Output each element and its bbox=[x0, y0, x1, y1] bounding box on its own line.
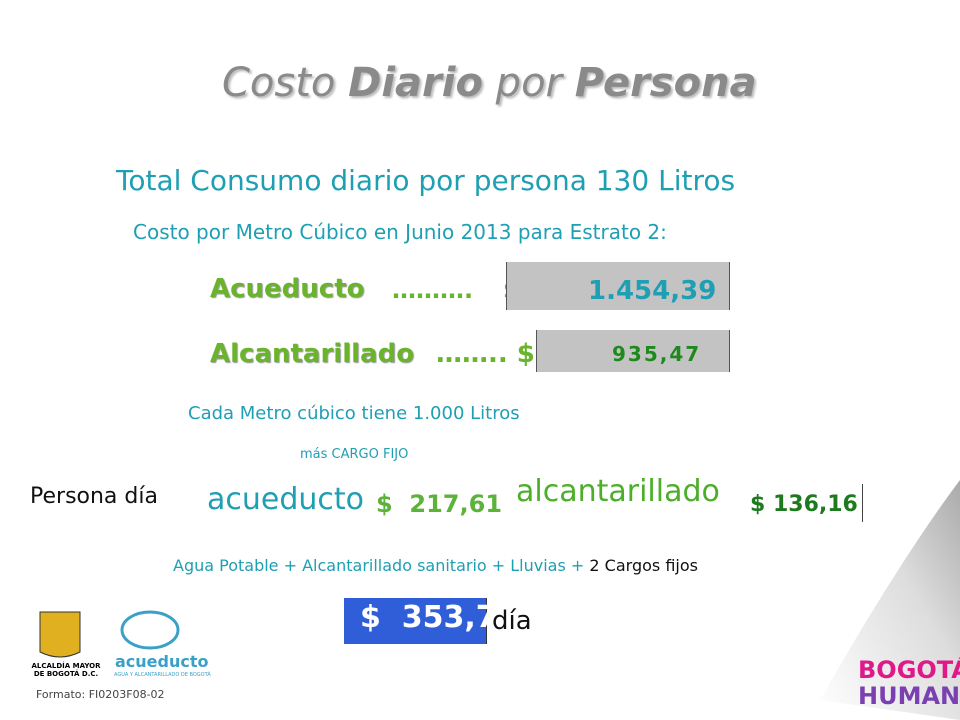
title-part: Costo bbox=[222, 60, 336, 106]
bogota: BOGOTÁ bbox=[858, 656, 960, 684]
title-part: por bbox=[495, 60, 562, 106]
slide-title: Costo Diario por Persona bbox=[222, 60, 757, 106]
alcantarillado-value: 935,47 bbox=[612, 342, 702, 366]
acueducto-logo bbox=[120, 610, 180, 650]
formato: Formato: FI0203F08-02 bbox=[36, 688, 165, 701]
acueducto-logo-text: acueducto bbox=[115, 652, 209, 671]
page-curl bbox=[820, 480, 960, 720]
dots: …….. $ bbox=[436, 339, 535, 369]
title-part: Diario bbox=[348, 60, 483, 106]
metro-litros: Cada Metro cúbico tiene 1.000 Litros bbox=[188, 403, 520, 424]
alcaldia-text: ALCALDÍA MAYOR DE BOGOTÁ D.C. bbox=[31, 662, 101, 678]
total-value: $ 353,77 bbox=[360, 600, 518, 635]
acueducto-sub: AGUA Y ALCANTARILLADO DE BOGOTÁ bbox=[114, 672, 211, 678]
formula-text: Agua Potable + Alcantarillado sanitario … bbox=[173, 556, 585, 575]
cargo-fijo: más CARGO FIJO bbox=[300, 447, 409, 462]
acueducto-dia-value: $ 217,61 bbox=[376, 490, 503, 518]
persona-dia: Persona día bbox=[30, 484, 158, 509]
alcaldia-shield bbox=[39, 611, 81, 658]
divider bbox=[862, 484, 863, 522]
value-box bbox=[536, 330, 730, 372]
value-box bbox=[506, 262, 730, 310]
formula-cargos: 2 Cargos fijos bbox=[589, 556, 698, 575]
total-box bbox=[344, 598, 487, 644]
acueducto-value: 1.454,39 bbox=[588, 276, 717, 306]
alcantarillado-label: Alcantarillado bbox=[210, 339, 415, 369]
total-unit: día bbox=[492, 606, 532, 636]
dots: ………. bbox=[392, 276, 474, 304]
costo-metro: Costo por Metro Cúbico en Junio 2013 par… bbox=[133, 220, 667, 244]
title-part: Persona bbox=[574, 60, 757, 106]
alcantarillado-dia-value: $ 136,16 bbox=[750, 492, 858, 517]
formula: Agua Potable + Alcantarillado sanitario … bbox=[173, 556, 698, 575]
acueducto-text: acueducto bbox=[207, 482, 365, 517]
alcantarillado-text: alcantarillado bbox=[516, 474, 720, 509]
consumo: Total Consumo diario por persona 130 Lit… bbox=[116, 164, 736, 197]
humana: HUMANA bbox=[858, 682, 960, 710]
acueducto-label: Acueducto bbox=[210, 274, 365, 304]
